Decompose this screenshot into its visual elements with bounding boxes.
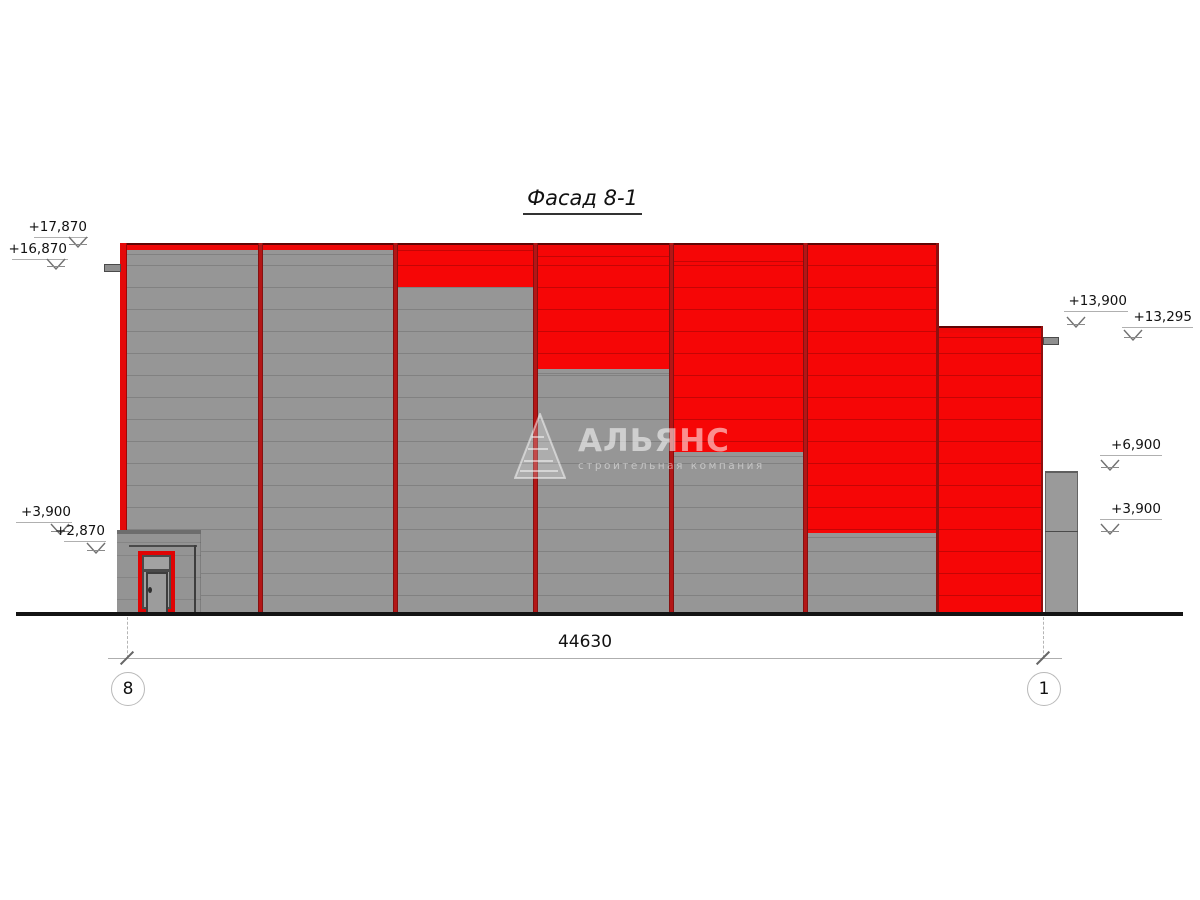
facade-panel-red [398, 250, 533, 287]
elevation-level-tick [1067, 324, 1085, 325]
panel-joint-red [803, 243, 808, 613]
corner-trim-red [120, 243, 127, 530]
elevation-level-tick [1124, 337, 1142, 338]
drain-outlet [1043, 337, 1059, 345]
ground-line [16, 612, 1183, 616]
elevation-arrow-icon [1100, 456, 1120, 475]
elevation-arrow-icon [50, 520, 70, 539]
facade-panel-red [674, 250, 803, 452]
elevation-mark-leader [16, 522, 72, 523]
grid-axis-bubble: 1 [1027, 672, 1061, 706]
elevation-level-tick [47, 266, 65, 267]
door-handle-icon [148, 587, 152, 593]
elevation-level-tick [1101, 467, 1119, 468]
facade-panel-gray [538, 369, 669, 613]
elevation-mark-leader [12, 259, 68, 260]
detail-line [129, 545, 197, 547]
elevation-level-tick [87, 550, 105, 551]
elevation-mark-label: +3,900 [1111, 501, 1161, 517]
elevation-arrow-icon [86, 539, 106, 558]
entrance-door-leaf [146, 572, 168, 613]
grid-axis-bubble: 8 [111, 672, 145, 706]
elevation-arrow-icon [1100, 520, 1120, 539]
panel-joint-red [258, 243, 263, 613]
drawing-title: Фасад 8-1 [460, 186, 705, 215]
side-return-wall [1045, 471, 1078, 613]
facade-panel-red [538, 250, 669, 369]
elevation-mark-leader [34, 237, 88, 238]
facade-panel-red [936, 333, 1043, 613]
elevation-level-tick [69, 244, 87, 245]
elevation-arrow-icon [68, 233, 88, 252]
elevation-arrow-icon [46, 255, 66, 274]
elevation-mark-leader [1100, 455, 1162, 456]
elevation-mark-label: +6,900 [1111, 437, 1161, 453]
facade-panel-red [808, 250, 936, 533]
parapet-cap-red [120, 243, 936, 250]
elevation-level-tick [1101, 531, 1119, 532]
facade-panel-gray [398, 287, 533, 613]
detail-line [194, 545, 196, 613]
facade-panel-gray [808, 533, 936, 613]
overall-dimension-value: 44630 [557, 632, 613, 652]
elevation-mark-leader [1100, 519, 1162, 520]
drain-outlet [104, 264, 121, 272]
elevation-arrow-icon [1123, 326, 1143, 345]
panel-joint-red [669, 243, 674, 613]
dimension-extension-line [126, 617, 128, 658]
facade-panel-gray [263, 250, 393, 613]
elevation-mark-leader [64, 541, 106, 542]
elevation-mark-leader [1064, 311, 1128, 312]
elevation-mark-label: +3,900 [21, 504, 71, 520]
facade-panel-gray [674, 452, 803, 613]
detail-line [1045, 531, 1078, 532]
drawing-title-text: Фасад 8-1 [523, 186, 642, 215]
detail-line [143, 569, 170, 572]
elevation-mark-label: +17,870 [28, 219, 87, 235]
elevation-arrow-icon [1066, 313, 1086, 332]
elevation-mark-leader [1122, 327, 1193, 328]
panel-edge-line [936, 243, 939, 613]
elevation-mark-label: +2,870 [55, 523, 105, 539]
panel-joint-red [533, 243, 538, 613]
elevation-mark-label: +16,870 [8, 241, 67, 257]
dimension-line [108, 658, 1062, 659]
elevation-mark-label: +13,295 [1133, 309, 1192, 325]
panel-joint-red [393, 243, 398, 613]
dimension-extension-line [1042, 617, 1044, 658]
elevation-mark-label: +13,900 [1068, 293, 1127, 309]
elevation-level-tick [51, 531, 69, 532]
panel-edge-line [1041, 326, 1043, 613]
parapet-cap-red [936, 326, 1043, 333]
